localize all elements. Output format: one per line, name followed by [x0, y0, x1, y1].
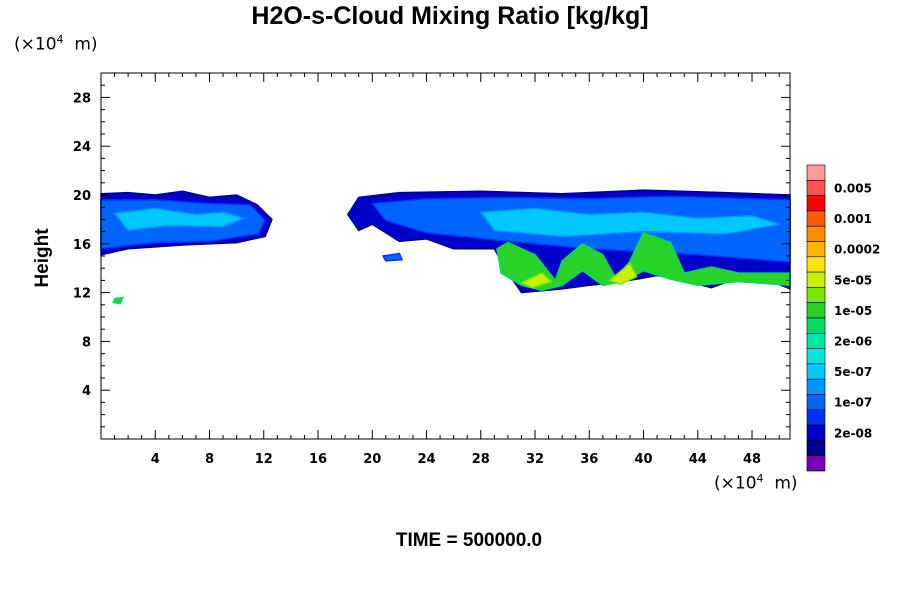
colorbar-swatch	[806, 241, 826, 258]
colorbar-swatch	[806, 287, 826, 303]
colorbar-label: 5e-07	[834, 365, 872, 379]
y-unit-label: (×104 m)	[14, 33, 98, 55]
colorbar-label: 1e-05	[834, 304, 872, 318]
x-tick-label: 24	[417, 452, 435, 467]
x-tick-label: 48	[743, 452, 761, 467]
colorbar-swatch	[806, 180, 826, 196]
x-tick-label: 44	[689, 452, 707, 467]
colorbar-swatch	[806, 394, 826, 411]
colorbar-swatch	[806, 210, 826, 227]
contour-region	[381, 252, 404, 262]
x-unit-exponent: 4	[756, 472, 764, 485]
colorbar-swatch	[806, 440, 826, 456]
y-unit-text: m	[74, 34, 91, 55]
contour-region	[113, 207, 246, 232]
colorbar-swatch	[806, 424, 826, 441]
colorbar-swatch	[806, 363, 826, 380]
colorbar-swatch	[806, 348, 826, 365]
x-unit-text: m	[774, 473, 791, 494]
x-tick-label: 32	[526, 452, 544, 467]
colorbar-label: 5e-05	[834, 273, 872, 287]
contour-region	[608, 262, 638, 285]
colorbar-label: 0.0002	[834, 243, 880, 257]
colorbar-label: 0.001	[834, 212, 872, 226]
x-unit-label: (×104 m)	[714, 472, 798, 494]
x-tick-label: 40	[634, 452, 652, 467]
colorbar-swatch	[806, 302, 826, 319]
colorbar-swatch	[806, 195, 826, 212]
time-label: TIME = 500000.0	[395, 530, 543, 551]
colorbar-swatch	[806, 271, 826, 288]
y-tick-label: 28	[73, 91, 91, 106]
contour-regions	[100, 189, 791, 305]
colorbar-swatch	[806, 455, 826, 472]
colorbar-swatch	[806, 225, 826, 242]
y-tick-label: 8	[82, 335, 91, 350]
x-tick-label: 8	[205, 452, 214, 467]
colorbar-swatch	[806, 378, 826, 395]
x-tick-label: 28	[472, 452, 490, 467]
x-axis-ticks: 4 8 12 16 20 24 28 32 36 40 44 48	[114, 73, 780, 467]
colorbar-label: 2e-08	[834, 426, 872, 440]
contour-region	[112, 296, 124, 305]
colorbar-swatch	[806, 332, 826, 349]
colorbar-swatch	[806, 164, 826, 181]
colorbar-swatch	[806, 256, 826, 273]
y-unit-exponent: 4	[56, 33, 64, 46]
x-tick-label: 4	[151, 452, 160, 467]
x-tick-label: 36	[580, 452, 598, 467]
colorbar-label: 1e-07	[834, 396, 872, 410]
y-tick-label: 4	[82, 384, 91, 399]
chart-title: H2O-s-Cloud Mixing Ratio [kg/kg]	[251, 2, 649, 30]
x-tick-label: 20	[363, 452, 381, 467]
colorbar-swatch	[806, 317, 826, 334]
y-axis-ticks: 4 8 12 16 20 24 28	[73, 84, 790, 428]
y-tick-label: 24	[73, 140, 91, 155]
colorbar-label: 0.005	[834, 181, 872, 195]
contour-region	[479, 207, 780, 238]
y-tick-label: 20	[73, 189, 91, 204]
x-tick-label: 16	[309, 452, 327, 467]
y-tick-label: 12	[73, 287, 91, 302]
colorbar-swatch	[806, 409, 826, 426]
y-tick-label: 16	[73, 238, 91, 253]
x-tick-label: 12	[255, 452, 273, 467]
colorbar: 0.005 0.001 0.0002 5e-05 1e-05 2e-06 5e-07 1e-0…	[806, 164, 880, 472]
colorbar-label: 2e-06	[834, 334, 872, 348]
contour-region	[519, 272, 553, 289]
